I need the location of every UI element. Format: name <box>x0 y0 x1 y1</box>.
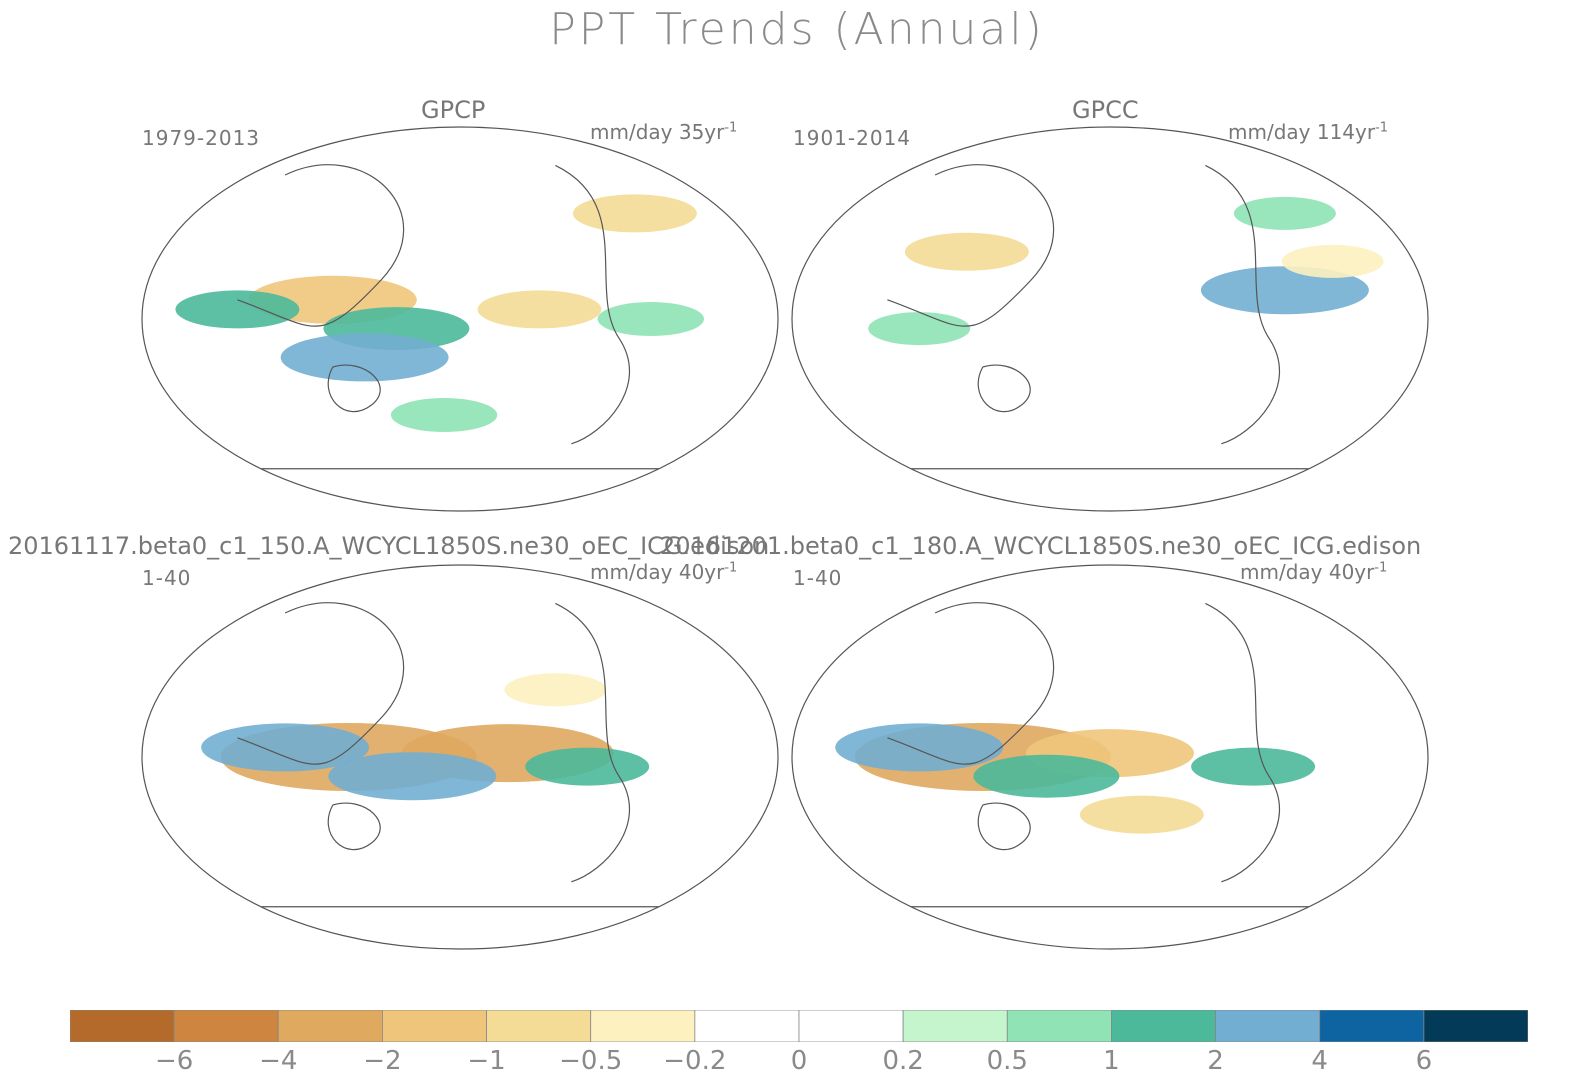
map-outline <box>141 564 779 950</box>
panel-period: 1-40 <box>793 566 843 590</box>
colorbar-swatch <box>382 1010 487 1042</box>
trend-field <box>175 194 704 432</box>
colorbar-swatch <box>1111 1010 1216 1042</box>
trend-blob <box>1079 795 1204 834</box>
trend-field <box>835 723 1316 834</box>
coastline <box>887 602 1333 908</box>
colorbar-tick-label: 0.2 <box>882 1046 924 1076</box>
panel-units: mm/day 40yr-1 <box>1240 560 1388 584</box>
colorbar-tick-label: −4 <box>259 1046 298 1076</box>
coastline <box>887 164 1333 470</box>
panel-period: 1-40 <box>142 566 192 590</box>
trend-blob <box>504 673 607 707</box>
trend-blob <box>1233 196 1336 230</box>
colorbar-swatch <box>1006 1010 1112 1042</box>
trend-blob <box>1200 266 1369 315</box>
colorbar-swatch <box>590 1010 696 1042</box>
colorbar-tick-label: 0.5 <box>986 1046 1028 1076</box>
colorbar-swatch <box>70 1010 175 1042</box>
trend-blob <box>175 290 300 329</box>
colorbar-swatch <box>902 1010 1008 1042</box>
colorbar-tick-label: 1 <box>1103 1046 1120 1076</box>
trend-blob <box>477 290 602 329</box>
colorbar-tick-label: −0.5 <box>559 1046 623 1076</box>
panel-title: GPCC <box>1072 96 1139 124</box>
chart-title: PPT Trends (Annual) <box>549 4 1045 55</box>
colorbar-tick-label: 4 <box>1311 1046 1328 1076</box>
trend-blob <box>1281 244 1384 278</box>
colorbar-swatch <box>277 1010 383 1042</box>
colorbar-swatch <box>798 1010 904 1042</box>
trend-blob <box>525 747 650 786</box>
map-beta0-180 <box>791 564 1429 950</box>
colorbar-tick-label: 0 <box>790 1046 808 1076</box>
colorbar-tick-label: 2 <box>1207 1046 1224 1076</box>
trend-field <box>201 673 650 801</box>
map-outline <box>791 126 1429 512</box>
map-gpcp <box>141 126 779 512</box>
map-gpcc <box>791 126 1429 512</box>
panel-period: 1901-2014 <box>793 126 912 150</box>
panel-units: mm/day 35yr-1 <box>590 120 738 144</box>
panel-units: mm/day 114yr-1 <box>1228 120 1389 144</box>
panel-units: mm/day 40yr-1 <box>590 560 738 584</box>
trend-blob <box>280 333 449 382</box>
panel-title: 20161117.beta0_c1_150.A_WCYCL1850S.ne30_… <box>8 532 770 560</box>
colorbar-swatch <box>694 1010 800 1042</box>
trend-blob <box>973 754 1120 798</box>
panel-period: 1979-2013 <box>142 126 261 150</box>
coastline <box>237 164 683 470</box>
map-beta0-150 <box>141 564 779 950</box>
colorbar-tick-label: 6 <box>1415 1046 1433 1076</box>
trend-blob <box>597 302 704 336</box>
trend-blob <box>904 232 1029 271</box>
trend-blob <box>390 398 498 432</box>
colorbar-swatch <box>173 1010 279 1042</box>
trend-blob <box>1191 747 1316 786</box>
colorbar-swatch <box>1423 1010 1528 1042</box>
coastline <box>237 602 683 908</box>
panel-title: GPCP <box>421 96 486 124</box>
colorbar-swatch <box>486 1010 592 1042</box>
trend-blob <box>572 194 697 233</box>
map-outline <box>791 564 1429 950</box>
trend-blob <box>201 723 370 772</box>
colorbar-swatch <box>1319 1010 1425 1042</box>
colorbar-tick-label: −2 <box>363 1046 402 1076</box>
map-outline <box>141 126 779 512</box>
trend-blob <box>835 723 1004 772</box>
panel-title: 20161201.beta0_c1_180.A_WCYCL1850S.ne30_… <box>660 532 1422 560</box>
colorbar-swatch <box>1215 1010 1321 1042</box>
trend-blob <box>328 752 497 801</box>
colorbar <box>70 1010 1528 1042</box>
colorbar-tick-label: −0.2 <box>663 1046 727 1076</box>
colorbar-tick-label: −6 <box>154 1046 194 1076</box>
trend-blob <box>868 312 971 346</box>
trend-field <box>868 196 1384 346</box>
colorbar-tick-label: −1 <box>467 1046 506 1076</box>
